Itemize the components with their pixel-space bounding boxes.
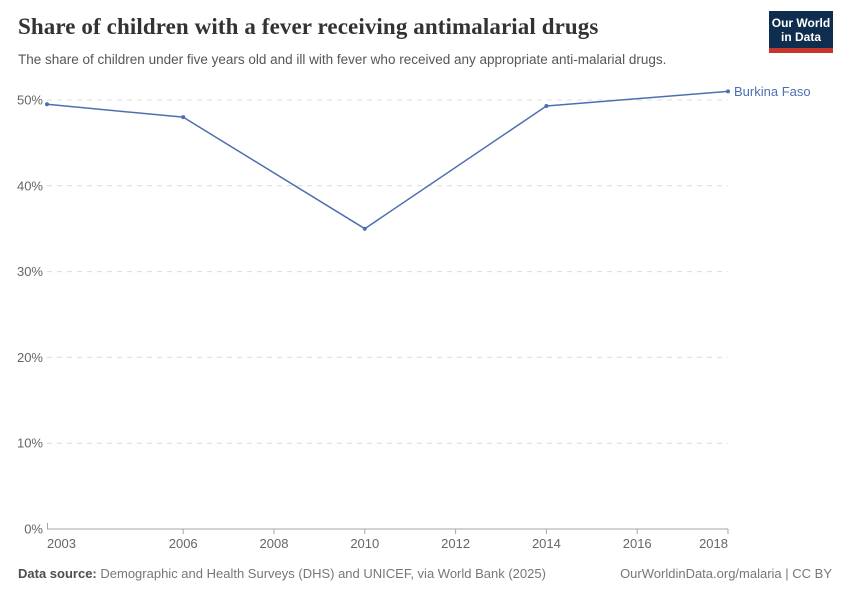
data-source: Data source: Demographic and Health Surv…: [18, 566, 546, 581]
x-tick-label: 2016: [623, 536, 652, 551]
y-tick-label: 10%: [17, 436, 43, 451]
data-point: [181, 115, 186, 120]
x-tick-label: 2006: [169, 536, 198, 551]
data-source-label: Data source:: [18, 566, 97, 581]
data-point: [544, 104, 549, 109]
owid-logo-line2: in Data: [780, 30, 821, 44]
x-tick-label: 2018: [699, 536, 728, 551]
series-line: [46, 90, 729, 230]
data-point: [45, 102, 49, 107]
data-point: [362, 226, 367, 231]
x-tick-label: 2008: [260, 536, 289, 551]
y-tick-label: 0%: [24, 522, 43, 537]
chart-subtitle: The share of children under five years o…: [18, 52, 667, 67]
series-label[interactable]: Burkina Faso: [734, 84, 811, 99]
x-tick-label: 2012: [441, 536, 470, 551]
x-tick-label: 2003: [47, 536, 76, 551]
data-point: [726, 89, 730, 94]
chart-footer: Data source: Demographic and Health Surv…: [18, 566, 832, 581]
owid-logo-line1: Our World: [771, 16, 831, 30]
y-tick-label: 40%: [17, 178, 43, 193]
page-title: Share of children with a fever receiving…: [18, 14, 599, 39]
x-tick-label: 2010: [350, 536, 379, 551]
owid-logo[interactable]: Our World in Data: [769, 11, 833, 53]
attribution-link[interactable]: OurWorldinData.org/malaria | CC BY: [620, 566, 832, 581]
data-source-text: Demographic and Health Surveys (DHS) and…: [100, 566, 546, 581]
x-tick-label: 2014: [532, 536, 561, 551]
y-tick-label: 30%: [17, 264, 43, 279]
y-tick-label: 20%: [17, 350, 43, 365]
y-tick-label: 50%: [17, 93, 43, 108]
